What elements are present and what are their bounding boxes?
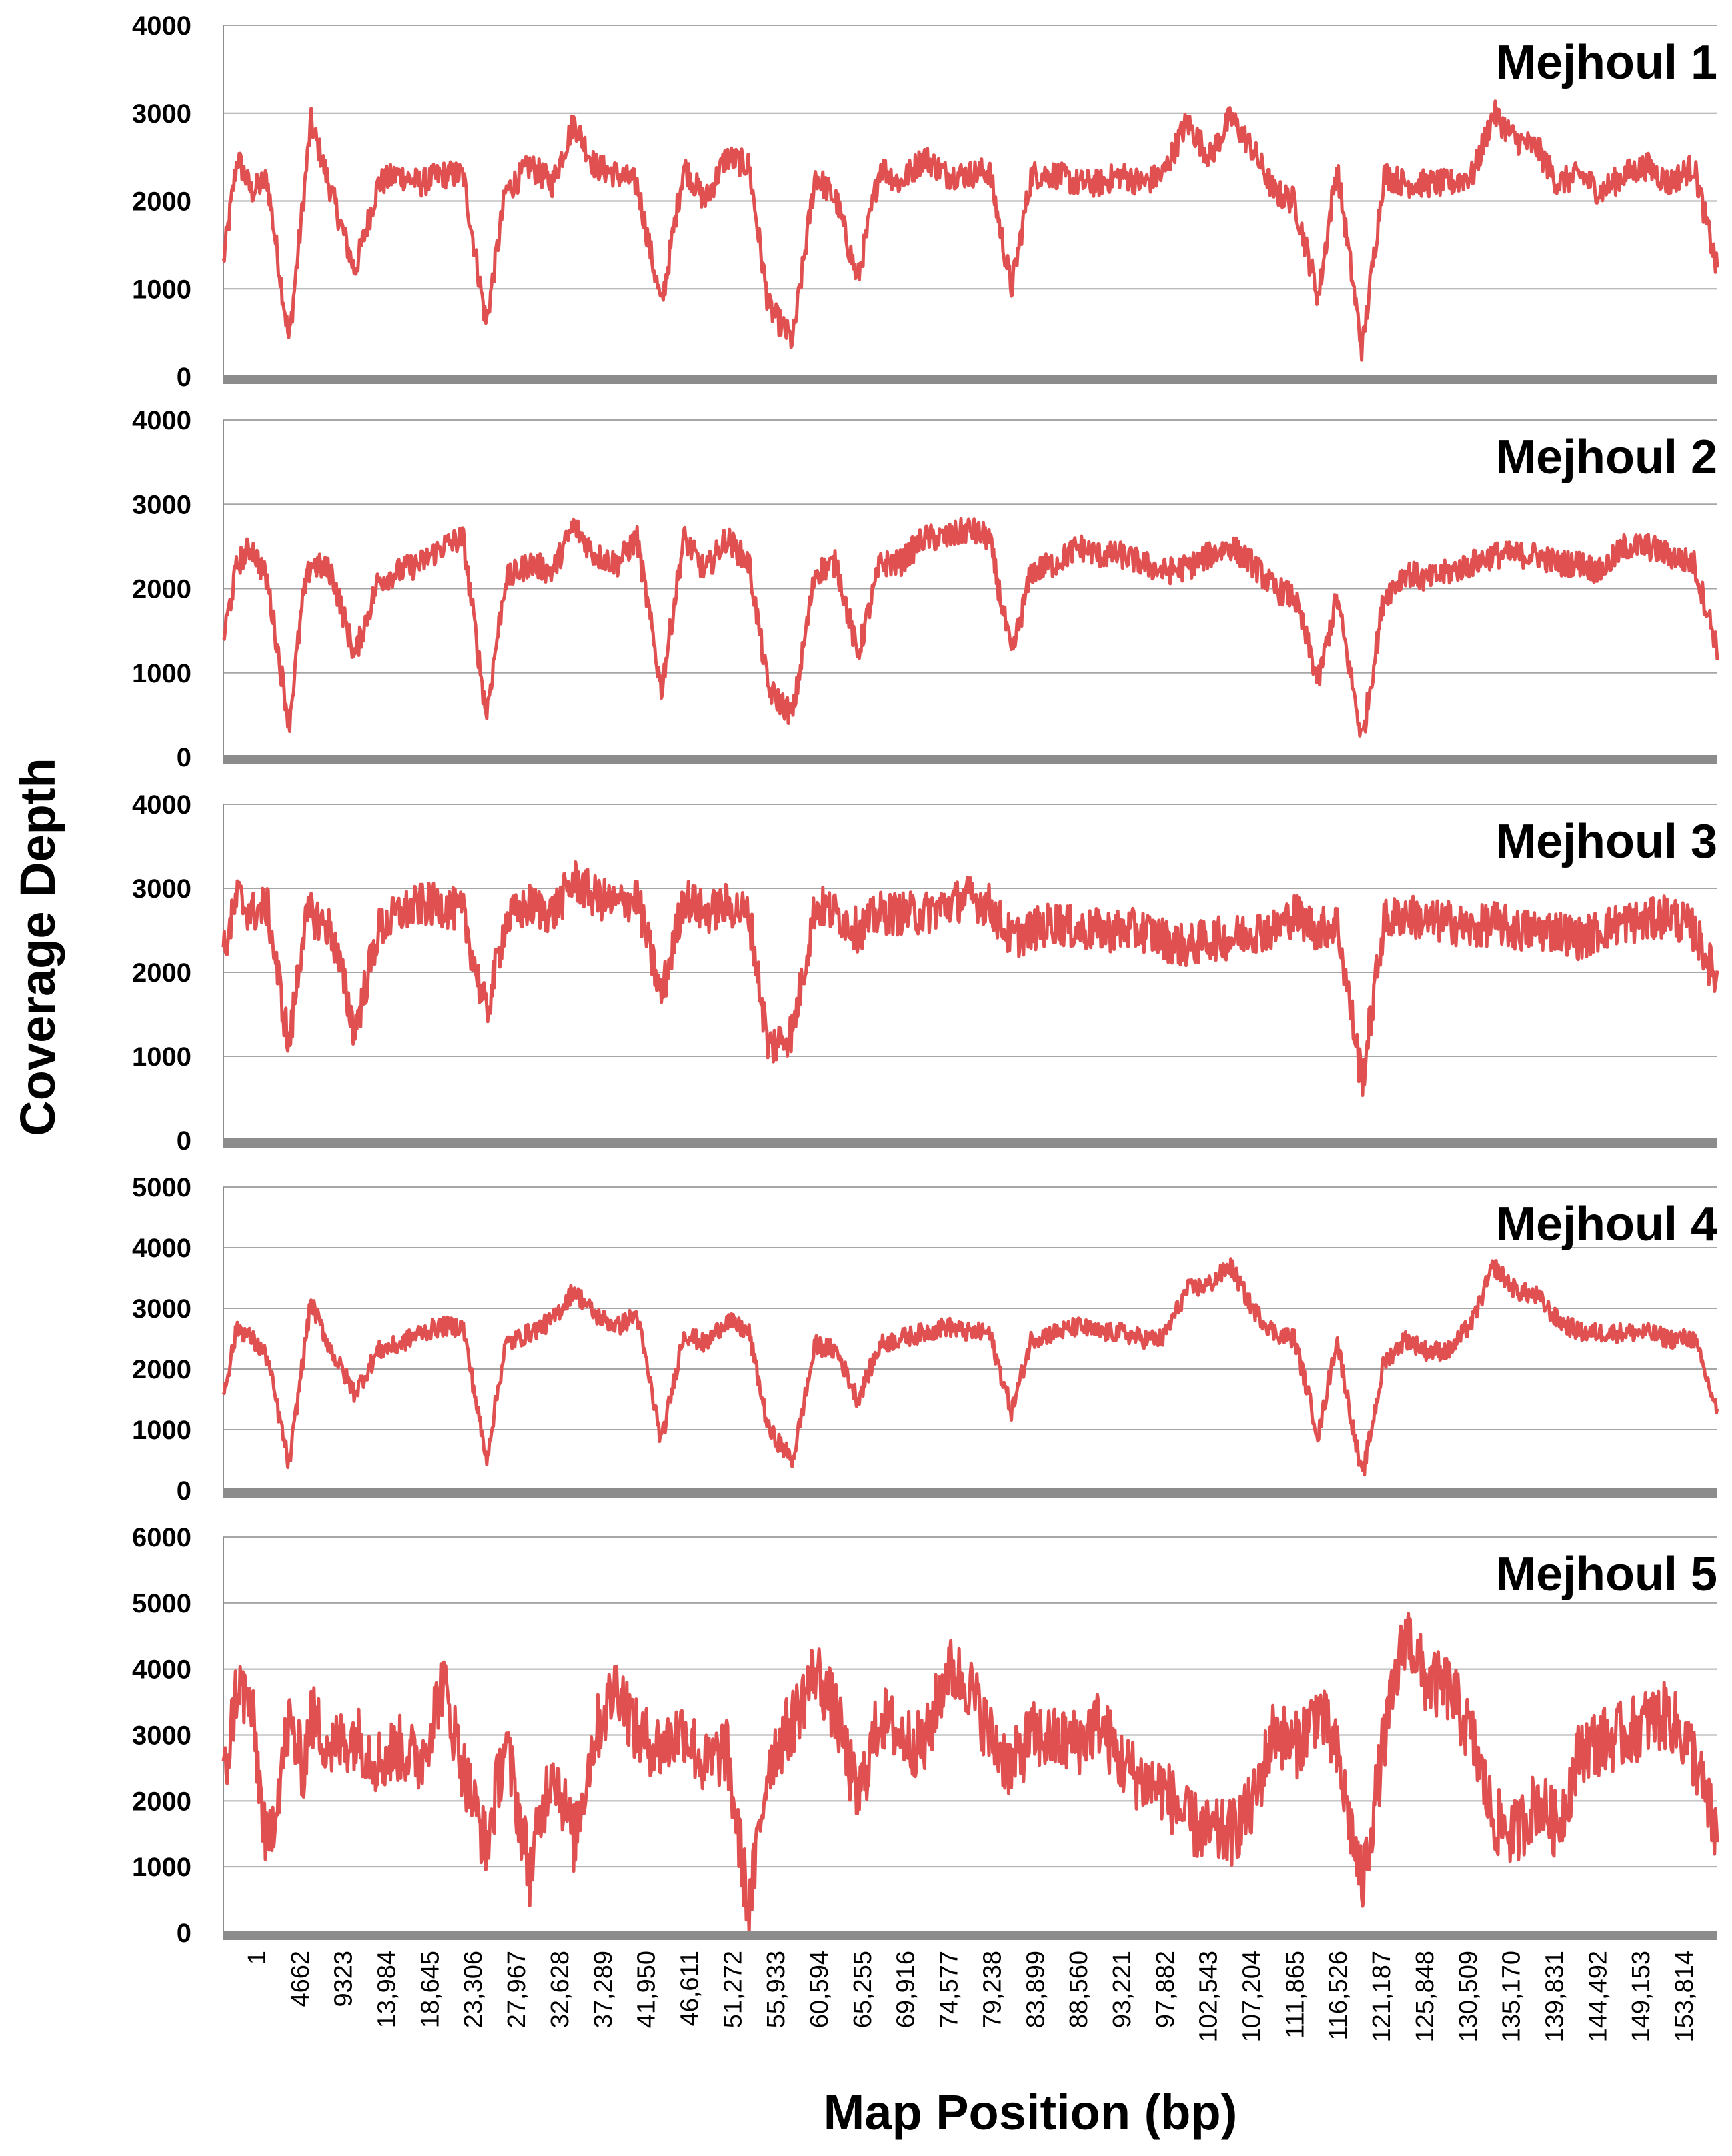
- y-tick-label: 1000: [132, 1416, 191, 1445]
- x-tick-label: 93,221: [1108, 1951, 1136, 2028]
- y-tick-label: 2000: [132, 1355, 191, 1384]
- x-tick-label: 116,526: [1325, 1951, 1353, 2041]
- y-tick-label: 5000: [132, 1173, 191, 1202]
- x-tick-label: 111,865: [1281, 1951, 1309, 2039]
- x-tick-label: 88,560: [1065, 1951, 1093, 2028]
- x-tick-label: 46,611: [676, 1951, 704, 2026]
- y-tick-label: 0: [177, 363, 191, 392]
- panel-4: 0 1000 2000 3000 4000 5000 Mejhoul 4: [132, 1173, 1719, 1506]
- y-tick-label: 1000: [132, 275, 191, 304]
- x-tick-label: 74,577: [936, 1951, 964, 2028]
- x-tick-label: 97,882: [1152, 1951, 1180, 2028]
- x-tick-label: 60,594: [806, 1951, 834, 2028]
- x-tick-label: 107,204: [1238, 1951, 1266, 2042]
- x-tick-label: 4662: [287, 1951, 315, 2007]
- y-tick-label: 3000: [132, 874, 191, 904]
- y-tick-label: 1000: [132, 1853, 191, 1882]
- x-tick-label: 41,950: [633, 1951, 661, 2028]
- series-line: [221, 860, 1719, 1098]
- panel-title: Mejhoul 3: [1496, 815, 1717, 868]
- panel-title: Mejhoul 1: [1496, 36, 1717, 89]
- x-tick-label: 149,153: [1627, 1951, 1655, 2042]
- y-tick-label: 0: [177, 1126, 191, 1156]
- x-axis-ticks: 1 4662 9323 13,984 18,645 23,306 27,967 32,628 3…: [243, 1951, 1699, 2042]
- series-line: [221, 1257, 1719, 1477]
- series-line: [221, 99, 1719, 362]
- y-tick-label: 1000: [132, 659, 191, 688]
- y-tick-label: 4000: [132, 1234, 191, 1263]
- y-tick-label: 2000: [132, 187, 191, 217]
- y-tick-label: 3000: [132, 99, 191, 129]
- y-tick-label: 5000: [132, 1589, 191, 1619]
- y-axis-label: Coverage Depth: [10, 758, 65, 1136]
- y-tick-label: 4000: [132, 1655, 191, 1685]
- x-tick-label: 23,306: [460, 1951, 488, 2028]
- y-tick-label: 3000: [132, 1721, 191, 1751]
- panel-title: Mejhoul 5: [1496, 1548, 1717, 1601]
- y-tick-label: 3000: [132, 1294, 191, 1324]
- x-tick-label: 69,916: [892, 1951, 920, 2028]
- y-tick-label: 4000: [132, 790, 191, 820]
- panel-1: 0 1000 2000 3000 4000 Mejhoul 1: [132, 11, 1719, 392]
- x-tick-label: 139,831: [1541, 1951, 1569, 2042]
- x-tick-label: 27,967: [503, 1951, 531, 2028]
- x-tick-label: 51,272: [719, 1951, 747, 2028]
- x-tick-label: 55,933: [762, 1951, 790, 2028]
- y-tick-label: 6000: [132, 1523, 191, 1552]
- y-tick-label: 2000: [132, 1787, 191, 1816]
- x-tick-label: 65,255: [849, 1951, 877, 2028]
- x-tick-label: 125,848: [1411, 1951, 1439, 2042]
- y-tick-label: 2000: [132, 958, 191, 988]
- series-line: [222, 517, 1719, 738]
- x-tick-label: 153,814: [1671, 1951, 1699, 2042]
- y-tick-label: 3000: [132, 490, 191, 519]
- x-tick-label: 79,238: [978, 1951, 1006, 2028]
- series-line: [221, 1612, 1719, 1935]
- y-tick-label: 0: [177, 1919, 191, 1948]
- x-axis-label: Map Position (bp): [824, 2085, 1238, 2140]
- x-tick-label: 37,289: [590, 1951, 618, 2028]
- y-tick-label: 4000: [132, 406, 191, 435]
- chart-panels: 0 1000 2000 3000 4000 Mejhoul 1 0 1000 2000 3000 4…: [132, 11, 1719, 1948]
- panel-title: Mejhoul 2: [1496, 431, 1717, 484]
- panel-2: 0 1000 2000 3000 4000 Mejhoul 2: [132, 406, 1719, 772]
- x-tick-label: 83,899: [1022, 1951, 1050, 2028]
- x-tick-label: 18,645: [416, 1951, 444, 2028]
- panel-3: 0 1000 2000 3000 4000 Mejhoul 3: [132, 790, 1719, 1156]
- y-tick-label: 2000: [132, 575, 191, 604]
- panel-title: Mejhoul 4: [1496, 1198, 1717, 1251]
- x-tick-label: 32,628: [546, 1951, 574, 2028]
- x-tick-label: 135,170: [1498, 1951, 1526, 2042]
- x-tick-label: 144,492: [1584, 1951, 1612, 2042]
- x-tick-label: 121,187: [1368, 1951, 1396, 2042]
- x-tick-label: 130,509: [1455, 1951, 1483, 2042]
- y-tick-label: 1000: [132, 1042, 191, 1072]
- x-tick-label: 102,543: [1195, 1951, 1223, 2042]
- x-tick-label: 1: [243, 1951, 271, 1965]
- x-tick-label: 9323: [330, 1951, 358, 2007]
- y-tick-label: 0: [177, 1476, 191, 1506]
- y-tick-label: 4000: [132, 11, 191, 41]
- panel-5: 0 1000 2000 3000 4000 5000 6000 Mejhoul 5: [132, 1523, 1719, 1948]
- y-tick-label: 0: [177, 743, 191, 772]
- x-tick-label: 13,984: [373, 1951, 401, 2028]
